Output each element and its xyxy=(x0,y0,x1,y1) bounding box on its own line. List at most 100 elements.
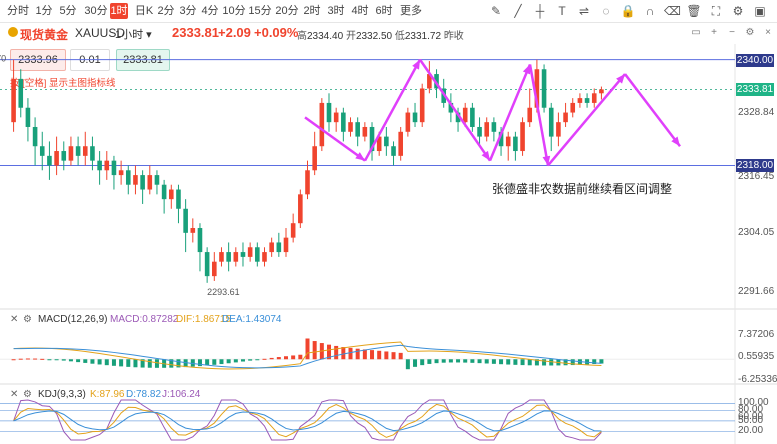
macd-bar xyxy=(534,359,539,366)
candle-body xyxy=(319,102,325,147)
arrow-head xyxy=(616,74,625,84)
macd-bar xyxy=(18,358,23,360)
symbol-header: 现货黄金 XAUUSD 1小时 ▾ 2333.81 +2.09 +0.09% 高… xyxy=(0,23,777,43)
macd-bar xyxy=(269,357,274,360)
timeframe-7[interactable]: 3分 xyxy=(179,5,197,17)
dif-line xyxy=(13,341,602,370)
high-value: 2334.40 xyxy=(307,31,344,42)
candle-body xyxy=(355,122,360,137)
forecast-arrow xyxy=(547,73,626,167)
pencil-icon[interactable]: ✎ xyxy=(490,4,502,18)
timeframe-9[interactable]: 10分 xyxy=(222,5,246,17)
fullscreen-icon[interactable]: ⛶ xyxy=(711,4,721,18)
magnet-icon[interactable]: ∩ xyxy=(645,4,655,18)
candle-body xyxy=(118,170,124,176)
candle-body xyxy=(226,252,231,262)
macd-bar xyxy=(90,359,95,364)
mirror-icon[interactable]: ⇌ xyxy=(578,4,590,18)
camera-icon[interactable]: ▣ xyxy=(754,4,766,18)
timeframe-13[interactable]: 3时 xyxy=(327,5,345,17)
macd-bar xyxy=(599,359,604,364)
candle-body xyxy=(520,122,525,152)
macd-bar xyxy=(513,359,518,365)
candle-body xyxy=(11,78,16,123)
macd-bar xyxy=(355,348,360,360)
macd-bar xyxy=(25,358,30,360)
macd-bar xyxy=(499,359,504,365)
macd-bar xyxy=(456,359,461,363)
macd-bar xyxy=(327,344,332,360)
timeframe-8[interactable]: 4分 xyxy=(201,5,219,17)
candle-body xyxy=(133,175,138,185)
eraser-icon[interactable]: ⌫ xyxy=(664,4,681,18)
arrow-head xyxy=(671,136,680,147)
timeframe-10[interactable]: 15分 xyxy=(248,5,272,17)
candle-body xyxy=(54,151,59,166)
candle-body xyxy=(290,223,296,238)
zoom-in-icon[interactable]: + xyxy=(711,27,717,38)
macd-bar xyxy=(527,359,532,366)
macd-bar xyxy=(240,359,245,362)
slash-icon[interactable]: ╱ xyxy=(514,4,522,18)
timeframe-1[interactable]: 1分 xyxy=(35,5,53,17)
macd-bar xyxy=(154,359,159,368)
indicator-settings-icon[interactable]: ⚙ xyxy=(23,314,32,325)
period-select[interactable]: 1小时 ▾ xyxy=(115,29,152,41)
candle-body xyxy=(333,112,339,123)
kdj-name: KDJ(9,3,3) xyxy=(38,389,86,400)
dif-value: DIF:1.86715 xyxy=(176,314,232,325)
timeframe-14[interactable]: 4时 xyxy=(351,5,369,17)
timeframe-15[interactable]: 6时 xyxy=(375,5,393,17)
delete-icon[interactable]: 🗑 xyxy=(686,4,702,18)
macd-bar xyxy=(570,359,575,366)
timeframe-12[interactable]: 2时 xyxy=(303,5,321,17)
candle-body xyxy=(190,228,196,233)
timeframe-11[interactable]: 20分 xyxy=(275,5,299,17)
forecast-arrow xyxy=(304,116,366,162)
timeframe-5[interactable]: 日K xyxy=(134,5,154,17)
candle-body xyxy=(305,170,310,195)
settings-icon[interactable]: ⚙ xyxy=(745,27,755,38)
macd-bar xyxy=(126,359,131,367)
close-icon[interactable]: × xyxy=(765,27,771,38)
candle-body xyxy=(104,160,110,171)
candle-body xyxy=(505,136,511,147)
chart-annotation: 张德盛非农数据前继续看区间调整 xyxy=(492,182,673,196)
text-icon[interactable]: T xyxy=(558,4,566,18)
price-axis-label: 2328.84 xyxy=(738,107,775,119)
candle-body xyxy=(269,242,274,253)
timeframe-4[interactable]: 1时 xyxy=(110,3,128,19)
macd-bar xyxy=(362,349,367,360)
macd-bar xyxy=(11,359,16,361)
macd-bar xyxy=(413,359,418,367)
timeframe-16[interactable]: 更多 xyxy=(400,5,422,17)
timeframe-6[interactable]: 2分 xyxy=(157,5,175,17)
symbol-dropdown-icon[interactable] xyxy=(8,27,18,37)
indicator-settings-icon[interactable]: ⚙ xyxy=(23,389,32,400)
candle-body xyxy=(477,126,482,137)
macd-bar xyxy=(140,359,145,368)
macd-bar xyxy=(377,350,382,360)
layout-icon[interactable]: ▭ xyxy=(691,27,701,38)
close-indicator-icon[interactable]: ✕ xyxy=(10,314,19,325)
dea-line xyxy=(13,344,602,369)
timeframe-0[interactable]: 分时 xyxy=(7,5,29,17)
macd-bar xyxy=(283,356,288,360)
timeframe-2[interactable]: 5分 xyxy=(59,5,77,17)
macd-bar xyxy=(255,359,260,361)
crosshair-icon[interactable]: ┼ xyxy=(535,4,545,18)
hide-icon[interactable]: ◌ xyxy=(602,4,610,18)
candle-body xyxy=(599,89,604,94)
candle-body xyxy=(470,107,475,127)
arrow-head xyxy=(355,152,365,161)
close-indicator-icon[interactable]: ✕ xyxy=(10,389,19,400)
macd-axis-label: -6.25336 xyxy=(738,373,777,385)
timeframe-3[interactable]: 30分 xyxy=(84,5,108,17)
macd-bar xyxy=(262,358,267,360)
lock-icon[interactable]: 🔒 xyxy=(620,4,636,18)
zoom-out-icon[interactable]: − xyxy=(729,27,735,38)
symbol-name[interactable]: 现货黄金 xyxy=(20,28,69,42)
ohlc-summary: 高2334.40 开2332.50 低2331.72 昨收 xyxy=(297,31,464,42)
gear-icon[interactable]: ⚙ xyxy=(732,4,744,18)
